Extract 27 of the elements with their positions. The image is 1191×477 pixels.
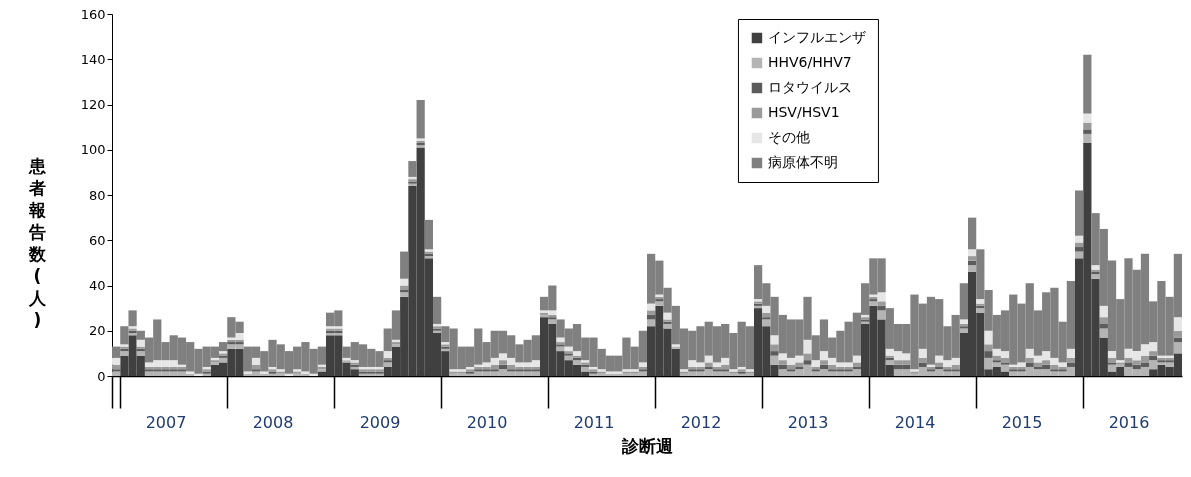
x-tick-label: 2014 <box>894 412 936 432</box>
x-axis-title: 診断週 <box>621 435 673 456</box>
y-tick-label: 160 <box>80 6 106 22</box>
y-tick-label: 80 <box>88 187 106 203</box>
y-axis-title: 患者報告数(人) <box>28 155 47 330</box>
x-tick-label: 2016 <box>1108 412 1150 432</box>
legend-label: 病原体不明 <box>767 154 838 170</box>
x-tick-label: 2013 <box>787 412 829 432</box>
y-tick-label: 100 <box>80 142 106 158</box>
x-tick-label: 2007 <box>145 412 187 432</box>
x-tick-label: 2015 <box>1001 412 1043 432</box>
y-tick-label: 0 <box>97 368 106 384</box>
x-tick-label: 2012 <box>680 412 722 432</box>
legend-label: HSV/HSV1 <box>767 104 840 120</box>
y-tick-label: 60 <box>88 232 106 248</box>
legend-label: HHV6/HHV7 <box>767 54 852 70</box>
legend-label: ロタウイルス <box>767 79 852 95</box>
legend-label: その他 <box>767 129 810 145</box>
y-tick-label: 40 <box>88 278 106 293</box>
y-tick-label: 20 <box>88 323 106 339</box>
y-tick-label: 120 <box>80 97 106 112</box>
y-tick-label: 140 <box>80 51 106 67</box>
x-tick-label: 2009 <box>359 412 401 432</box>
x-tick-label: 2008 <box>252 412 294 432</box>
x-tick-label: 2011 <box>573 412 615 432</box>
x-tick-label: 2010 <box>466 412 508 432</box>
legend-label: インフルエンザ <box>767 29 866 45</box>
